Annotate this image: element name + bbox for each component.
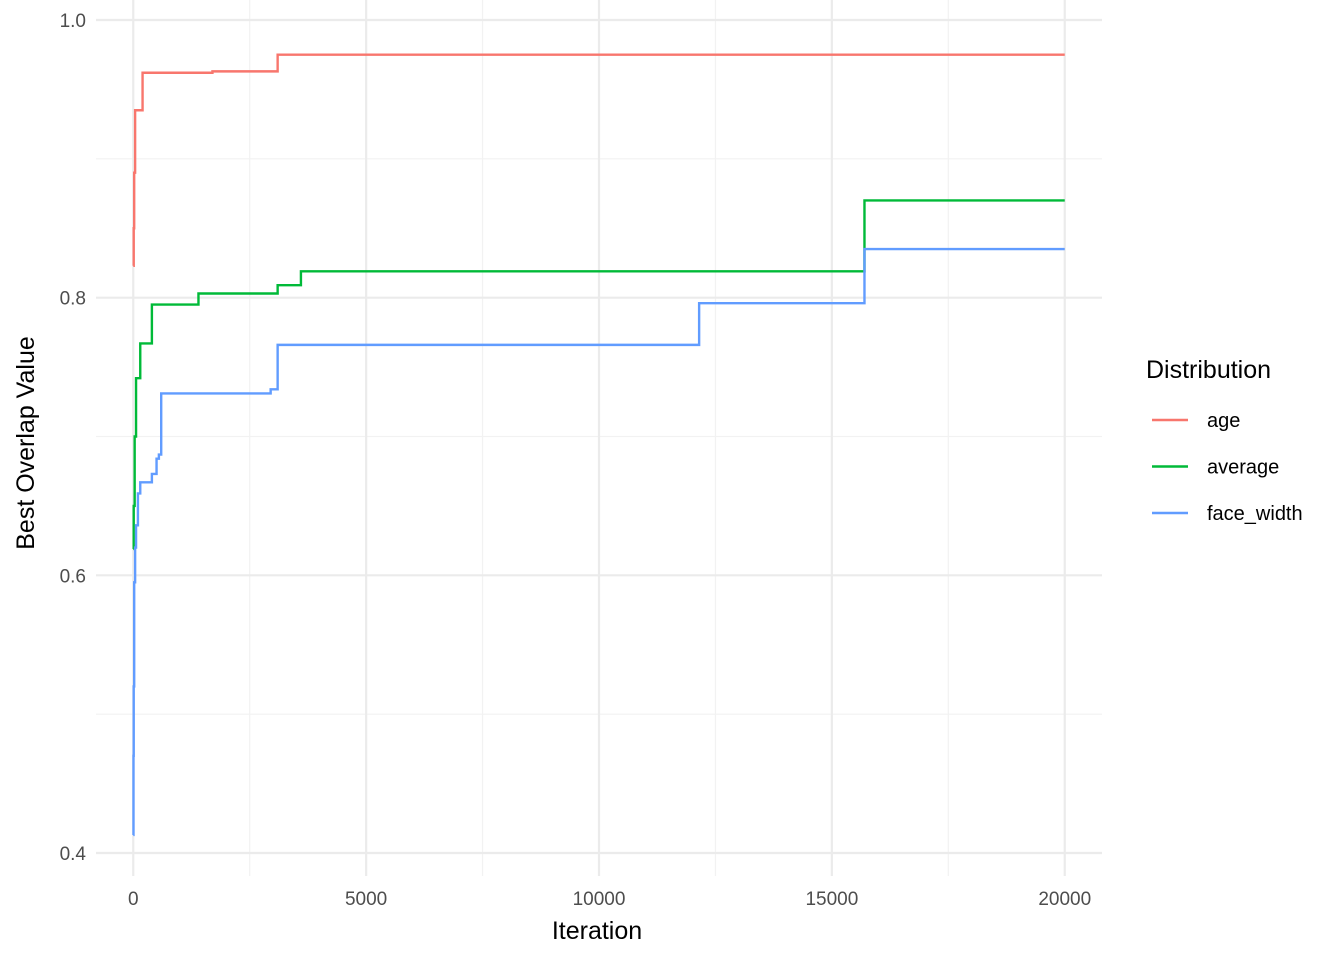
legend-item: average xyxy=(1152,457,1279,479)
series-line-age xyxy=(132,53,1065,267)
y-tick-label: 0.6 xyxy=(60,566,86,587)
series-lines xyxy=(132,53,1065,837)
legend-label: face_width xyxy=(1207,503,1303,525)
legend-title: Distribution xyxy=(1146,356,1271,384)
legend-item: face_width xyxy=(1152,503,1303,525)
y-tick-label: 0.8 xyxy=(60,289,86,310)
y-tick-label: 0.4 xyxy=(60,844,87,865)
legend-label: age xyxy=(1207,410,1240,432)
major-gridlines xyxy=(96,0,1102,876)
legend: Distribution age average face_width xyxy=(1146,356,1303,525)
x-tick-label: 20000 xyxy=(1038,889,1091,910)
y-axis-ticks: 0.4 0.6 0.8 1.0 xyxy=(60,11,87,865)
x-tick-label: 0 xyxy=(128,889,139,910)
x-tick-label: 15000 xyxy=(805,889,858,910)
x-tick-label: 5000 xyxy=(345,889,387,910)
legend-label: average xyxy=(1207,457,1279,479)
y-tick-label: 1.0 xyxy=(60,11,86,32)
legend-item: age xyxy=(1152,410,1240,432)
x-tick-label: 10000 xyxy=(573,889,626,910)
x-axis-ticks: 0 5000 10000 15000 20000 xyxy=(128,889,1091,910)
series-line-average xyxy=(132,199,1065,551)
y-axis-title: Best Overlap Value xyxy=(12,336,40,550)
series-line-face-width xyxy=(132,247,1065,837)
x-axis-title: Iteration xyxy=(552,917,642,945)
